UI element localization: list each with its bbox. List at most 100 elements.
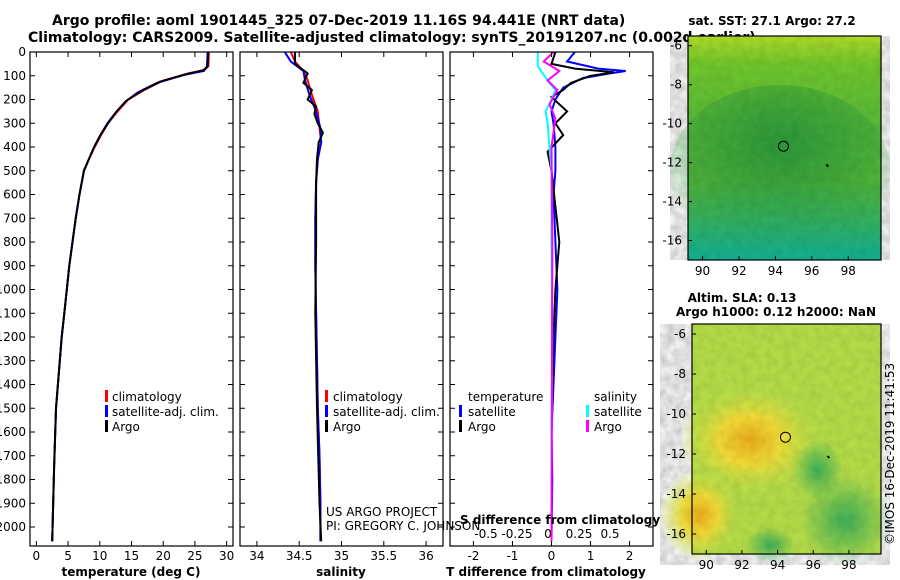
depth-tick-label: 1400 xyxy=(0,378,26,392)
salinity-series-argo xyxy=(294,52,325,542)
sst-map-lat-tick-label: -8 xyxy=(670,78,682,92)
sla-trajectory-marker xyxy=(826,455,831,459)
sla-map-lat-tick-label: -10 xyxy=(666,407,686,421)
depth-tick-label: 700 xyxy=(3,211,26,225)
legend-argo-swatch xyxy=(105,420,108,432)
s-difference-tick-label: 0 xyxy=(544,527,552,541)
sst-map-lat-tick-label: -6 xyxy=(670,39,682,53)
temperature-legend: climatology satellite-adj. clim. Argo xyxy=(105,390,219,434)
salinity-xlabel: salinity xyxy=(316,565,366,579)
legend-s-satellite-label: satellite xyxy=(594,405,642,419)
legend-climatology-label: climatology xyxy=(112,390,182,404)
sla-map: Altim. SLA: 0.13 Argo h1000: 0.12 h2000:… xyxy=(660,291,890,572)
legend-s-argo-label: Argo xyxy=(594,420,622,434)
depth-tick-label: 1800 xyxy=(0,473,26,487)
temperature-xtick-label: 25 xyxy=(187,549,202,563)
depth-tick-label: 1000 xyxy=(0,283,26,297)
temperature-series-argo xyxy=(51,52,210,542)
sst-map-lat-tick-label: -12 xyxy=(662,156,682,170)
sst-map: sat. SST: 27.1 Argo: 27.2 90 92 94 96 98 -6 -8… xyxy=(662,14,890,278)
imos-timestamp: ©IMOS 16-Dec-2019 11:41:53 xyxy=(883,363,897,545)
legend-argo-swatch xyxy=(325,420,328,432)
temperature-xtick-label: 5 xyxy=(64,549,72,563)
sst-map-lon-tick-label: 98 xyxy=(841,264,856,278)
sst-field xyxy=(670,36,890,260)
legend-climatology-label: climatology xyxy=(333,390,403,404)
difference-xtick-label: -2 xyxy=(467,549,479,563)
salinity-xtick-label: 34 xyxy=(249,549,264,563)
sla-map-lon-tick-label: 90 xyxy=(699,558,714,572)
sst-map-frame xyxy=(687,35,882,261)
salinity-xtick-label: 36 xyxy=(418,549,433,563)
salinity-xtick-label: 34.5 xyxy=(286,549,313,563)
depth-tick-label: 200 xyxy=(3,93,26,107)
depth-tick-label: 100 xyxy=(3,69,26,83)
sla-map-lat-tick-label: -12 xyxy=(666,447,686,461)
depth-tick-label: 1700 xyxy=(0,449,26,463)
credit-project: US ARGO PROJECT xyxy=(326,505,438,519)
sst-map-lon-tick-label: 92 xyxy=(731,264,746,278)
sst-argo-position-marker xyxy=(777,140,789,152)
depth-tick-label: 600 xyxy=(3,188,26,202)
legend-salinity-title: salinity xyxy=(594,390,637,404)
legend-argo-label: Argo xyxy=(333,420,361,434)
legend-satellite-label: satellite-adj. clim. xyxy=(333,405,440,419)
difference-series-s-argo xyxy=(542,52,562,542)
sla-map-lat-tick-label: -14 xyxy=(666,487,686,501)
legend-temperature-title: temperature xyxy=(468,390,543,404)
depth-tick-label: 300 xyxy=(3,116,26,130)
legend-t-satellite-swatch xyxy=(459,405,462,417)
temperature-xtick-label: 30 xyxy=(219,549,234,563)
depth-tick-label: 900 xyxy=(3,259,26,273)
t-difference-xlabel: T difference from climatology xyxy=(446,565,646,579)
sst-map-lat-tick-label: -10 xyxy=(662,117,682,131)
sst-map-lat-tick-label: -16 xyxy=(662,234,682,248)
temperature-xtick-label: 10 xyxy=(92,549,107,563)
sla-map-lon-tick-label: 94 xyxy=(770,558,785,572)
temperature-xtick-label: 15 xyxy=(124,549,139,563)
sla-map-lat-tick-label: -6 xyxy=(674,327,686,341)
legend-t-argo-label: Argo xyxy=(468,420,496,434)
sla-map-lat-tick-label: -8 xyxy=(674,367,686,381)
legend-t-satellite-label: satellite xyxy=(468,405,516,419)
sst-map-lon-tick-label: 96 xyxy=(804,264,819,278)
legend-climatology-swatch xyxy=(105,390,108,402)
depth-tick-label: 400 xyxy=(3,140,26,154)
sst-trajectory-marker xyxy=(825,163,829,168)
depth-tick-label: 0 xyxy=(18,45,26,59)
depth-tick-label: 1900 xyxy=(0,496,26,510)
figure-title-line1: Argo profile: aoml 1901445_325 07-Dec-20… xyxy=(52,13,625,29)
s-difference-xlabel: S difference from climatology xyxy=(460,513,660,527)
difference-series-t-satellite xyxy=(550,52,626,542)
sla-field xyxy=(660,324,890,565)
difference-xtick-label: 1 xyxy=(587,549,595,563)
depth-tick-label: 800 xyxy=(3,235,26,249)
depth-tick-label: 1100 xyxy=(0,306,26,320)
sst-map-title: sat. SST: 27.1 Argo: 27.2 xyxy=(688,14,855,28)
legend-satellite-swatch xyxy=(105,405,108,417)
credit-pi: PI: GREGORY C. JOHNSON xyxy=(326,519,480,533)
s-difference-tick-label: 0.5 xyxy=(600,527,619,541)
sla-map-lon-tick-label: 98 xyxy=(841,558,856,572)
difference-legend: temperature satellite Argo salinity sate… xyxy=(459,390,642,434)
legend-s-satellite-swatch xyxy=(586,405,589,417)
depth-tick-label: 1200 xyxy=(0,330,26,344)
temperature-series-climatology xyxy=(51,52,210,542)
sla-argo-position-marker xyxy=(779,431,791,443)
legend-climatology-swatch xyxy=(325,390,328,402)
temperature-xlabel: temperature (deg C) xyxy=(62,565,201,579)
salinity-legend: climatology satellite-adj. clim. Argo xyxy=(325,390,440,434)
depth-tick-label: 1600 xyxy=(0,425,26,439)
salinity-panel-frame xyxy=(239,51,444,547)
sla-map-lat-tick-label: -16 xyxy=(666,527,686,541)
difference-xtick-label: 0 xyxy=(548,549,556,563)
sla-map-frame xyxy=(691,323,882,555)
sla-map-subtitle: Argo h1000: 0.12 h2000: NaN xyxy=(676,305,876,319)
sst-map-lon-tick-label: 90 xyxy=(695,264,710,278)
s-difference-tick-label: -0.5 xyxy=(474,527,497,541)
temperature-series-satellite xyxy=(51,52,209,542)
temperature-panel: 0100200300400500600700800900100011001200… xyxy=(0,45,234,579)
sla-map-lon-tick-label: 96 xyxy=(806,558,821,572)
salinity-xtick-label: 35.5 xyxy=(370,549,397,563)
